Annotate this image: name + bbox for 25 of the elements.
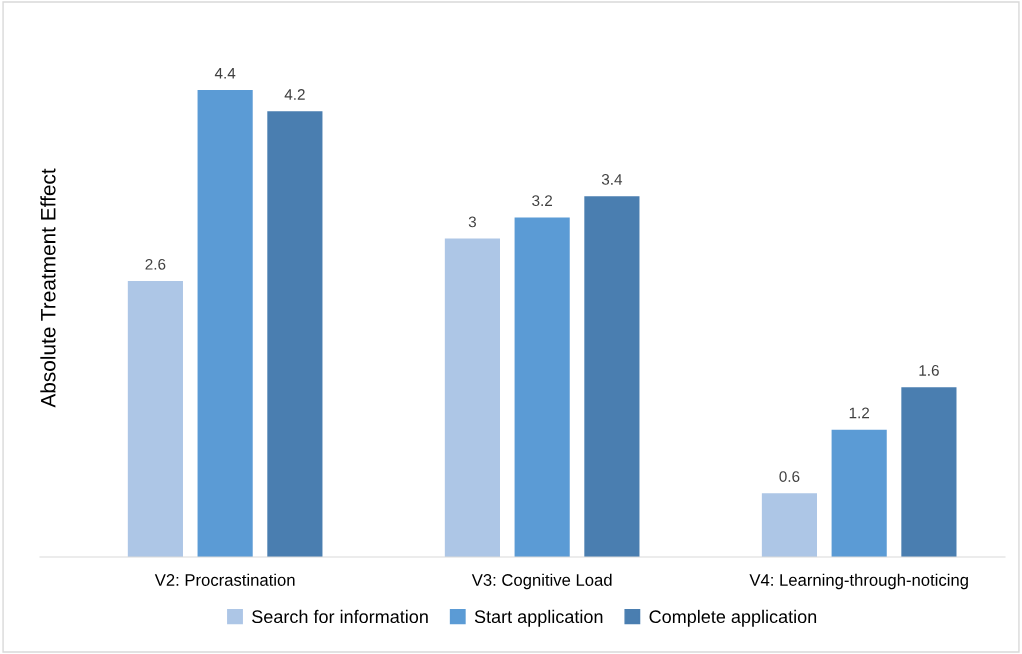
x-tick-label: V2: Procrastination xyxy=(154,573,295,586)
data-label: 1.6 xyxy=(919,365,939,376)
data-label: 3.2 xyxy=(532,195,553,207)
data-label: 3.4 xyxy=(601,174,623,185)
bar xyxy=(127,281,183,557)
bar xyxy=(514,217,570,557)
bar xyxy=(831,429,887,557)
y-axis-title: Absolute Treatment Effect xyxy=(40,168,56,408)
legend-label: Search for information xyxy=(252,609,428,624)
data-label: 3 xyxy=(468,216,476,228)
legend-label: Start application xyxy=(474,609,603,627)
bar xyxy=(584,196,640,557)
bar xyxy=(197,90,253,557)
data-label: 4.2 xyxy=(284,89,305,100)
data-label: 0.6 xyxy=(779,471,800,482)
data-label: 4.4 xyxy=(214,68,236,79)
x-tick-label: V4: Learning-through-noticing xyxy=(749,573,968,590)
legend-label: Complete application xyxy=(649,609,817,627)
data-label: 1.2 xyxy=(849,407,870,419)
data-label: 2.6 xyxy=(145,258,166,270)
bar xyxy=(901,387,957,557)
x-tick-label: V3: Cognitive Load xyxy=(471,573,612,590)
bar xyxy=(761,493,818,557)
bar xyxy=(267,111,323,557)
bar xyxy=(444,238,500,557)
